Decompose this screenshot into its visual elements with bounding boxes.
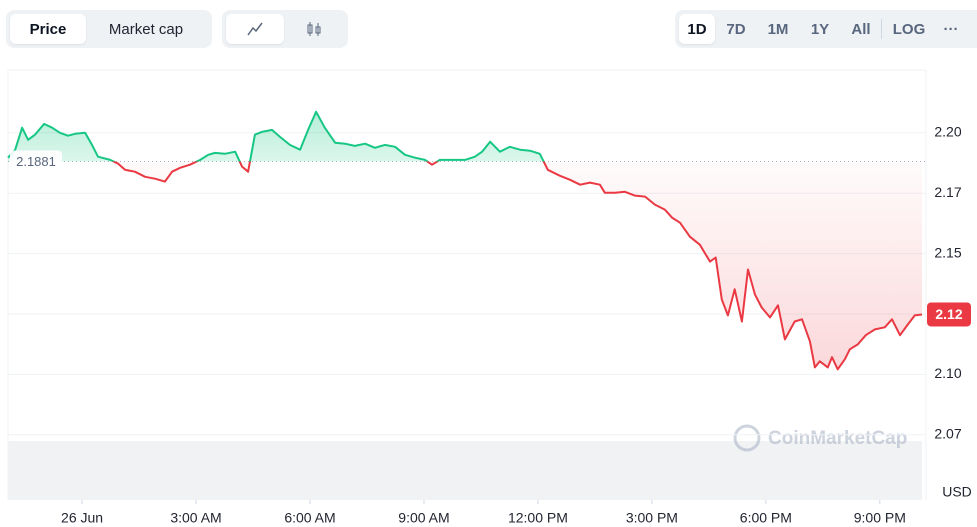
watermark-text: CoinMarketCap bbox=[768, 428, 907, 449]
x-tick-label: 3:00 AM bbox=[170, 510, 221, 526]
y-tick-label: 2.10 bbox=[934, 365, 961, 381]
price-tag: 2.12 bbox=[935, 306, 962, 322]
more-button[interactable]: ··· bbox=[943, 20, 959, 38]
watermark: CoinMarketCap bbox=[733, 424, 907, 452]
y-tick-label: 2.17 bbox=[934, 184, 961, 200]
tab-market-cap[interactable]: Market cap bbox=[108, 20, 184, 38]
range-1y[interactable]: 1Y bbox=[810, 20, 830, 38]
y-tick-label: 2.15 bbox=[934, 244, 961, 260]
price-tag-box bbox=[927, 302, 971, 327]
chart-type-group bbox=[222, 10, 348, 48]
watermark-logo bbox=[733, 424, 761, 452]
x-tick-label: 6:00 AM bbox=[284, 510, 335, 526]
price-line bbox=[7, 110, 923, 371]
currency-label: USD bbox=[942, 484, 972, 500]
x-tick-label: 6:00 PM bbox=[740, 510, 792, 526]
price-area bbox=[8, 111, 922, 370]
x-tick-label: 3:00 PM bbox=[626, 510, 678, 526]
y-tick-label: 2.07 bbox=[934, 425, 961, 441]
divider bbox=[881, 19, 882, 39]
candle-chart-button[interactable] bbox=[284, 14, 344, 44]
range-1d[interactable]: 1D bbox=[679, 14, 715, 44]
line-icon bbox=[247, 22, 263, 36]
baseline-label: 2.1881 bbox=[16, 154, 56, 169]
candle-icon bbox=[307, 22, 321, 36]
x-tick-label: 9:00 PM bbox=[854, 510, 906, 526]
log-toggle[interactable]: LOG bbox=[892, 20, 926, 38]
tab-price[interactable]: Price bbox=[10, 14, 86, 44]
x-tick-label: 26 Jun bbox=[61, 510, 103, 526]
line-chart-button[interactable] bbox=[226, 14, 284, 44]
x-tick-label: 12:00 PM bbox=[508, 510, 568, 526]
range-1m[interactable]: 1M bbox=[767, 20, 789, 38]
tab-group: Price Market cap bbox=[6, 10, 212, 48]
volume-band bbox=[8, 441, 922, 500]
range-group: 1D 7D 1M 1Y All LOG ··· bbox=[675, 10, 977, 48]
range-7d[interactable]: 7D bbox=[726, 20, 746, 38]
x-tick-label: 9:00 AM bbox=[398, 510, 449, 526]
range-all[interactable]: All bbox=[851, 20, 871, 38]
baseline-label-box bbox=[10, 150, 62, 173]
y-tick-label: 2.20 bbox=[934, 124, 961, 140]
